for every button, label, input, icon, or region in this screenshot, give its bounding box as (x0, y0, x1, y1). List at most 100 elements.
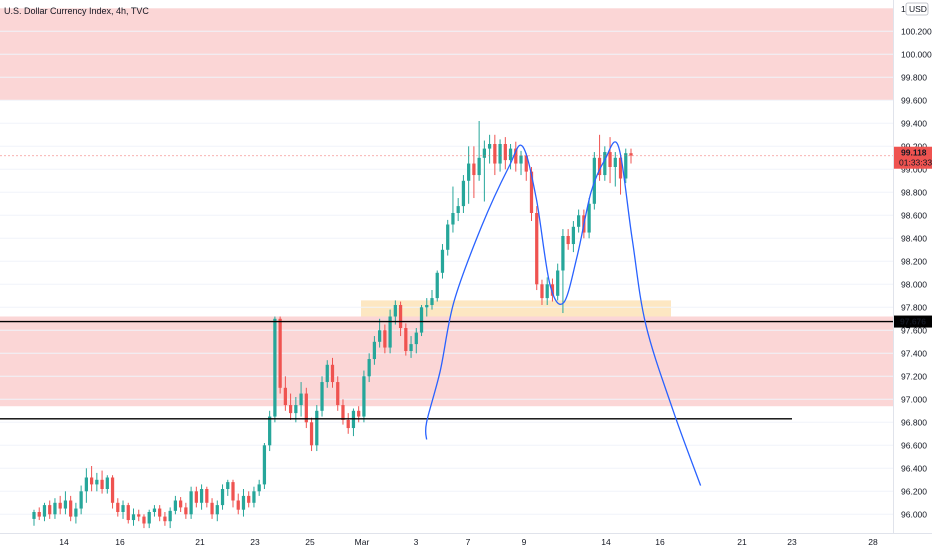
candle[interactable] (587, 198, 591, 239)
candle[interactable] (69, 495, 73, 522)
candle[interactable] (440, 244, 445, 279)
candle[interactable] (508, 144, 513, 170)
candle[interactable] (247, 491, 251, 508)
candle[interactable] (482, 140, 486, 202)
candle[interactable] (341, 399, 345, 425)
candle[interactable] (456, 198, 460, 222)
candle[interactable] (74, 502, 78, 524)
candle[interactable] (79, 485, 83, 515)
candle[interactable] (210, 498, 214, 519)
candle[interactable] (95, 472, 99, 492)
candle[interactable] (168, 507, 172, 529)
candle[interactable] (58, 495, 62, 515)
candle[interactable] (519, 150, 523, 176)
zone-neckline-zone[interactable] (361, 300, 671, 317)
candle[interactable] (288, 393, 293, 420)
candle[interactable] (325, 360, 329, 388)
candle[interactable] (425, 298, 429, 317)
candle[interactable] (571, 221, 576, 253)
currency-badge[interactable] (905, 2, 929, 16)
candle[interactable] (503, 137, 507, 170)
candle[interactable] (346, 413, 350, 434)
candle[interactable] (467, 146, 471, 204)
candle[interactable] (629, 148, 633, 164)
candle[interactable] (477, 121, 481, 181)
candle[interactable] (309, 417, 314, 452)
candle[interactable] (435, 270, 439, 302)
candle[interactable] (100, 470, 104, 494)
candle[interactable] (179, 497, 183, 512)
candle[interactable] (121, 500, 125, 519)
candle[interactable] (252, 486, 256, 508)
candle[interactable] (362, 370, 366, 423)
candle[interactable] (524, 153, 528, 181)
candle[interactable] (199, 484, 204, 510)
candle[interactable] (32, 509, 36, 526)
candles-layer[interactable] (32, 121, 633, 529)
candle[interactable] (42, 502, 47, 522)
candle[interactable] (262, 443, 267, 489)
candle[interactable] (241, 489, 246, 517)
candle[interactable] (540, 279, 544, 305)
candle[interactable] (142, 514, 146, 529)
candle[interactable] (63, 491, 68, 515)
candle[interactable] (336, 376, 340, 411)
candle[interactable] (105, 475, 109, 494)
candle[interactable] (215, 500, 219, 522)
candle[interactable] (388, 309, 392, 354)
price-axis[interactable]: 100.200100.00099.80099.60099.40099.20099… (893, 0, 932, 550)
candle[interactable] (550, 278, 555, 302)
candle[interactable] (514, 141, 518, 172)
candle[interactable] (126, 502, 130, 524)
candle[interactable] (419, 305, 424, 337)
candle[interactable] (624, 148, 628, 184)
candle[interactable] (383, 324, 387, 354)
candle[interactable] (84, 468, 88, 503)
candle[interactable] (561, 229, 565, 314)
candle[interactable] (163, 512, 167, 526)
candle[interactable] (351, 408, 356, 437)
candle[interactable] (236, 493, 240, 515)
candle[interactable] (53, 498, 57, 519)
candle[interactable] (409, 336, 413, 358)
candle[interactable] (110, 475, 115, 509)
candle[interactable] (577, 209, 581, 233)
candle[interactable] (367, 353, 371, 383)
candle[interactable] (414, 328, 418, 354)
candle[interactable] (535, 206, 539, 291)
candle[interactable] (273, 316, 277, 423)
candle[interactable] (487, 134, 492, 164)
candle[interactable] (299, 382, 303, 417)
candle[interactable] (393, 300, 397, 325)
candle[interactable] (231, 479, 235, 508)
candle[interactable] (566, 229, 570, 250)
lines-layer[interactable] (0, 141, 893, 486)
candle[interactable] (189, 486, 193, 519)
candle[interactable] (304, 387, 308, 429)
candle[interactable] (372, 336, 377, 365)
candle[interactable] (493, 134, 497, 176)
zone-middle-support-zone[interactable] (0, 316, 893, 407)
candle[interactable] (613, 152, 617, 187)
candle[interactable] (194, 486, 198, 508)
candle[interactable] (472, 146, 476, 199)
candle[interactable] (378, 318, 382, 348)
candle[interactable] (446, 219, 450, 256)
time-axis[interactable]: 14 16 21 23 25 Mar 3 7 9 14 16 21 23 28 (0, 533, 932, 550)
candle[interactable] (89, 466, 94, 492)
projection-path[interactable] (424, 141, 702, 486)
candle[interactable] (294, 397, 298, 423)
candle[interactable] (220, 484, 225, 510)
candle[interactable] (131, 508, 136, 526)
candle[interactable] (597, 134, 602, 181)
candle[interactable] (147, 509, 151, 529)
candle[interactable] (461, 175, 466, 213)
candle[interactable] (37, 507, 41, 521)
candle[interactable] (205, 486, 209, 508)
candle[interactable] (398, 301, 403, 337)
candle[interactable] (545, 277, 549, 305)
candle[interactable] (451, 186, 455, 233)
candle[interactable] (618, 155, 623, 195)
